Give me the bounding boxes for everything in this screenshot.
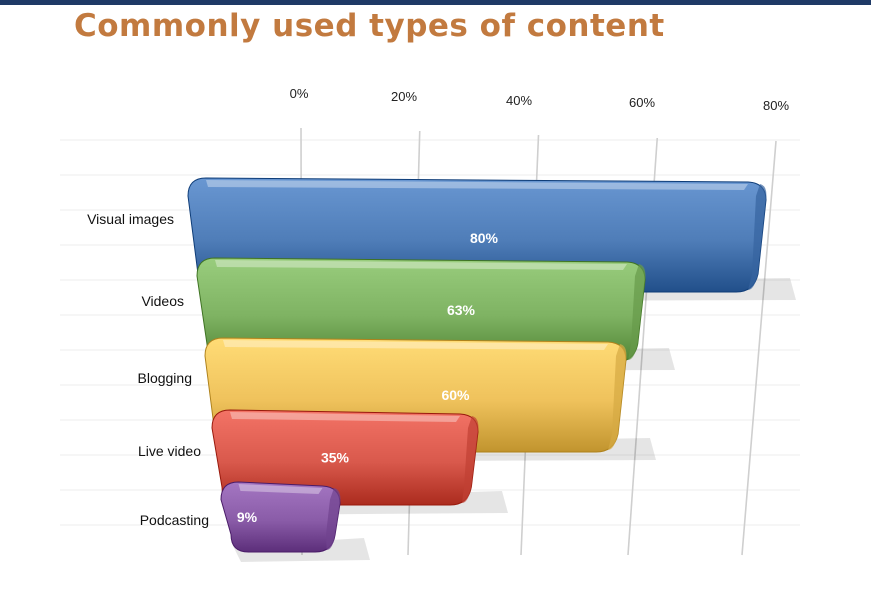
bars (187, 177, 767, 553)
bar-highlight (215, 260, 627, 270)
category-label-live-video: Live video (138, 443, 201, 459)
bar-end-face (628, 264, 646, 360)
value-label-blogging: 60% (441, 387, 470, 403)
bar-highlight (223, 340, 608, 350)
x-tick-labels: 0% 20% 40% 60% 80% (290, 86, 790, 113)
bar-end-face (326, 488, 341, 550)
bar-end-face (462, 416, 479, 503)
category-label-visual-images: Visual images (87, 211, 174, 227)
value-label-live-video: 35% (321, 450, 350, 466)
chart-title: Commonly used types of content (74, 8, 665, 44)
value-label-visual-images: 80% (470, 230, 499, 246)
bar-highlight (238, 484, 323, 494)
value-label-videos: 63% (447, 302, 476, 318)
value-labels: 80% 63% 60% 35% 9% (237, 230, 499, 525)
category-label-blogging: Blogging (138, 370, 193, 386)
gridline-80 (741, 140, 777, 556)
category-label-videos: Videos (141, 293, 184, 309)
bar-highlight (230, 412, 460, 422)
x-tick-label: 60% (629, 95, 655, 110)
category-labels: Visual images Videos Blogging Live video Pod… (87, 211, 209, 528)
top-accent-bar (0, 0, 871, 5)
bar-highlight (206, 180, 748, 190)
bar-end-face (748, 184, 767, 290)
category-label-podcasting: Podcasting (140, 512, 209, 528)
x-tick-label: 0% (290, 86, 309, 101)
value-label-podcasting: 9% (237, 509, 258, 525)
x-tick-label: 80% (763, 98, 789, 113)
x-tick-label: 20% (391, 89, 417, 104)
x-tick-label: 40% (506, 93, 532, 108)
bar-end-face (608, 344, 627, 450)
